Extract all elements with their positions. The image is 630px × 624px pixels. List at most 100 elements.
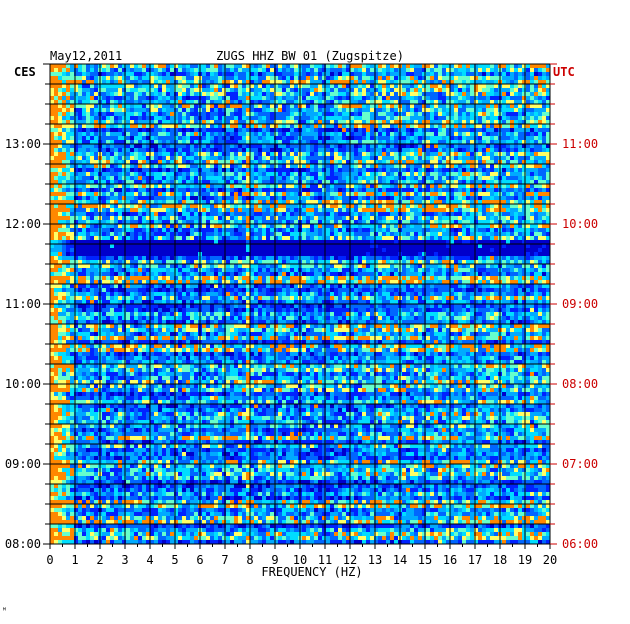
heatmap-cell (458, 168, 462, 172)
heatmap-cell (538, 96, 542, 100)
heatmap-cell (182, 196, 186, 200)
heatmap-cell (278, 216, 282, 220)
heatmap-cell (66, 152, 70, 156)
heatmap-cell (262, 76, 266, 80)
heatmap-cell (62, 68, 66, 72)
heatmap-cell (474, 160, 478, 164)
heatmap-cell (494, 204, 498, 208)
heatmap-cell (402, 124, 406, 128)
heatmap-cell (494, 196, 498, 200)
heatmap-cell (122, 120, 126, 124)
heatmap-cell (406, 208, 410, 212)
heatmap-cell (486, 192, 490, 196)
heatmap-cell (62, 104, 66, 108)
heatmap-cell (526, 124, 530, 128)
heatmap-cell (322, 152, 326, 156)
heatmap-cell (334, 92, 338, 96)
heatmap-cell (70, 112, 74, 116)
heatmap-cell (190, 224, 194, 228)
heatmap-cell (426, 188, 430, 192)
heatmap-cell (86, 184, 90, 188)
heatmap-cell (350, 140, 354, 144)
heatmap-cell (350, 204, 354, 208)
heatmap-cell (350, 160, 354, 164)
heatmap-cell (290, 200, 294, 204)
heatmap-cell (206, 208, 210, 212)
heatmap-cell (166, 188, 170, 192)
heatmap-cell (90, 208, 94, 212)
heatmap-cell (58, 88, 62, 92)
heatmap-cell (474, 172, 478, 176)
heatmap-cell (154, 196, 158, 200)
heatmap-cell (50, 140, 54, 144)
heatmap-cell (74, 156, 78, 160)
heatmap-cell (146, 200, 150, 204)
heatmap-cell (106, 196, 110, 200)
heatmap-cell (366, 184, 370, 188)
heatmap-cell (522, 192, 526, 196)
heatmap-cell (466, 100, 470, 104)
heatmap-cell (62, 80, 66, 84)
heatmap-cell (242, 136, 246, 140)
heatmap-cell (154, 72, 158, 76)
heatmap-cell (238, 156, 242, 160)
heatmap-cell (170, 216, 174, 220)
heatmap-cell (142, 80, 146, 84)
heatmap-cell (266, 176, 270, 180)
heatmap-cell (74, 136, 78, 140)
heatmap-cell (206, 96, 210, 100)
heatmap-cell (318, 164, 322, 168)
heatmap-cell (338, 64, 342, 68)
heatmap-cell (394, 116, 398, 120)
heatmap-cell (202, 76, 206, 80)
heatmap-cell (282, 64, 286, 68)
heatmap-cell (178, 88, 182, 92)
heatmap-cell (202, 160, 206, 164)
heatmap-cell (170, 80, 174, 84)
heatmap-cell (178, 184, 182, 188)
heatmap-cell (74, 184, 78, 188)
heatmap-cell (526, 72, 530, 76)
heatmap-cell (306, 212, 310, 216)
heatmap-cell (58, 64, 62, 68)
heatmap-cell (478, 68, 482, 72)
heatmap-cell (90, 100, 94, 104)
heatmap-cell (466, 80, 470, 84)
heatmap-cell (222, 196, 226, 200)
heatmap-cell (386, 124, 390, 128)
heatmap-cell (434, 64, 438, 68)
heatmap-cell (502, 172, 506, 176)
heatmap-cell (258, 104, 262, 108)
heatmap-cell (482, 200, 486, 204)
heatmap-cell (62, 164, 66, 168)
heatmap-cell (366, 112, 370, 116)
heatmap-cell (486, 144, 490, 148)
heatmap-cell (270, 120, 274, 124)
heatmap-cell (266, 160, 270, 164)
heatmap-cell (142, 196, 146, 200)
heatmap-cell (234, 80, 238, 84)
heatmap-cell (522, 132, 526, 136)
heatmap-cell (362, 152, 366, 156)
heatmap-cell (154, 192, 158, 196)
heatmap-cell (406, 212, 410, 216)
heatmap-cell (114, 224, 118, 228)
heatmap-cell (546, 120, 550, 124)
heatmap-cell (174, 72, 178, 76)
heatmap-cell (486, 132, 490, 136)
heatmap-cell (314, 196, 318, 200)
heatmap-cell (358, 208, 362, 212)
heatmap-cell (190, 204, 194, 208)
heatmap-cell (250, 136, 254, 140)
heatmap-cell (438, 144, 442, 148)
heatmap-cell (414, 188, 418, 192)
heatmap-cell (358, 112, 362, 116)
heatmap-cell (158, 160, 162, 164)
heatmap-cell (366, 136, 370, 140)
heatmap-cell (422, 104, 426, 108)
heatmap-cell (438, 128, 442, 132)
heatmap-cell (62, 152, 66, 156)
heatmap-cell (170, 140, 174, 144)
heatmap-cell (410, 168, 414, 172)
heatmap-cell (202, 148, 206, 152)
